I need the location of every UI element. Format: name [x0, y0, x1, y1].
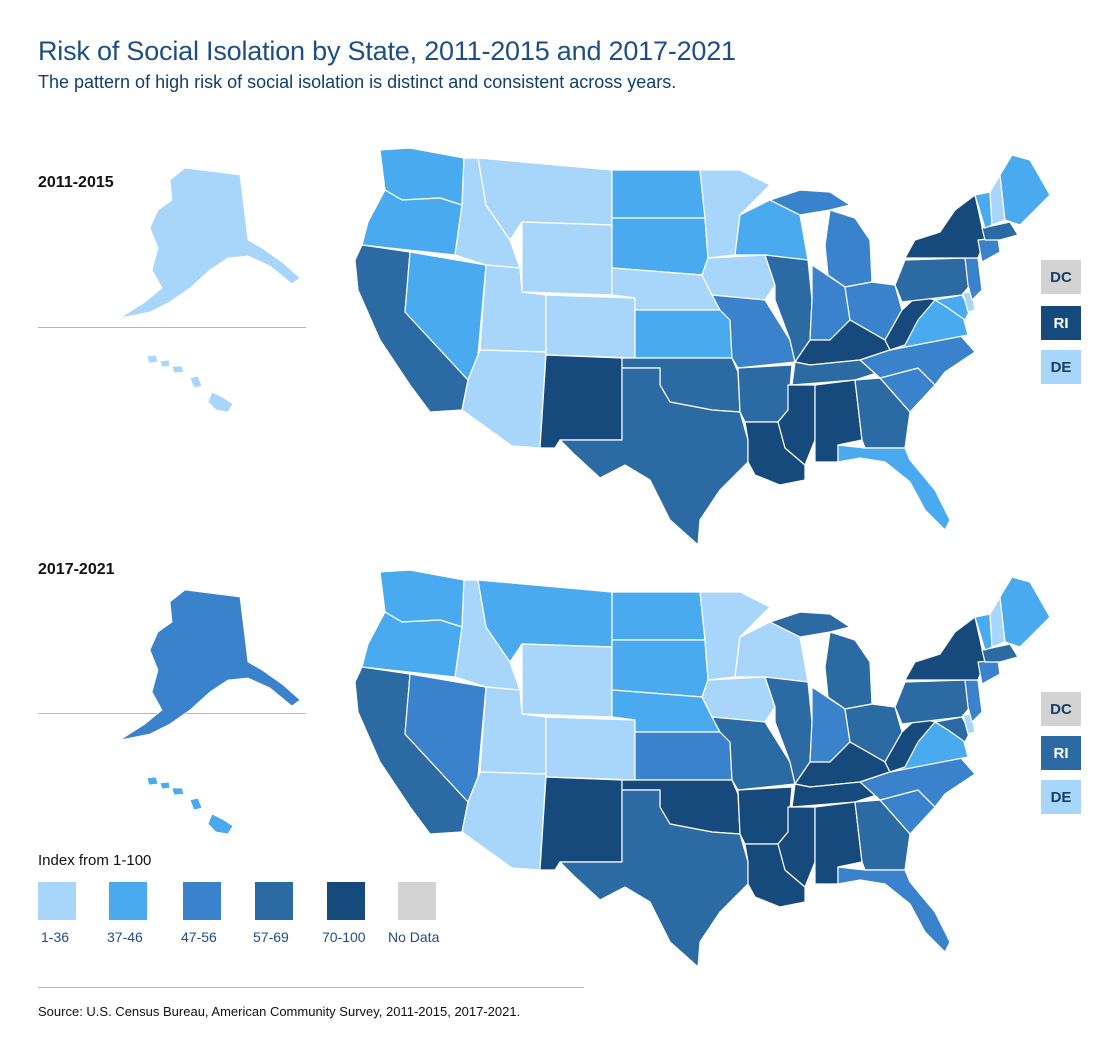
state-ak-2017-2021[interactable] — [119, 589, 301, 741]
panel-label-2011-2015: 2011-2015 — [38, 174, 114, 191]
state-me-2011-2015[interactable] — [999, 154, 1051, 226]
state-ct-2017-2021[interactable] — [977, 659, 1001, 685]
state-ak-2011-2015[interactable] — [119, 167, 301, 319]
page-subtitle: The pattern of high risk of social isola… — [38, 72, 677, 92]
state-ar-2011-2015[interactable] — [737, 364, 793, 423]
state-nd-2011-2015[interactable] — [611, 169, 706, 219]
state-nm-2017-2021[interactable] — [539, 776, 623, 871]
legend-swatch-3 — [183, 882, 221, 920]
state-hi-big-island-2011-2015[interactable] — [207, 391, 234, 413]
page-title: Risk of Social Isolation by State, 2011-… — [38, 36, 736, 66]
state-wy-2017-2021[interactable] — [521, 643, 613, 718]
panel-label-2017-2021: 2017-2021 — [38, 561, 115, 578]
state-fl-2017-2021[interactable] — [837, 866, 951, 953]
state-ny-2011-2015[interactable] — [904, 194, 986, 259]
state-az-2017-2021[interactable] — [461, 771, 547, 871]
state-hi-oahu-2011-2015[interactable] — [159, 359, 171, 368]
small-state-box-ri-2017[interactable]: RI — [1041, 736, 1081, 770]
state-md-2011-2015[interactable] — [934, 294, 971, 321]
state-hi-oahu-2017-2021[interactable] — [159, 781, 171, 790]
state-ia-2017-2021[interactable] — [701, 676, 776, 723]
small-state-box-dc-2017[interactable]: DC — [1041, 692, 1081, 726]
state-wv-2011-2015[interactable] — [884, 294, 936, 351]
state-wy-2011-2015[interactable] — [521, 221, 613, 296]
small-state-box-de-2017[interactable]: DE — [1041, 780, 1081, 814]
inset-divider-top — [38, 327, 306, 328]
legend-label-5: 70-100 — [322, 929, 366, 945]
state-or-2017-2021[interactable] — [361, 611, 463, 678]
state-ny-2017-2021[interactable] — [904, 616, 986, 681]
footer-rule — [38, 987, 584, 988]
legend-title: Index from 1-100 — [38, 852, 152, 869]
state-me-2017-2021[interactable] — [999, 576, 1051, 648]
legend-swatch-4 — [255, 882, 293, 920]
state-hi-maui-2017-2021[interactable] — [189, 797, 203, 811]
state-sd-2017-2021[interactable] — [611, 639, 709, 698]
state-wv-2017-2021[interactable] — [884, 716, 936, 773]
legend-label-4: 57-69 — [253, 929, 289, 945]
state-hi-molokai-2017-2021[interactable] — [171, 787, 185, 796]
legend-label-3: 47-56 — [181, 929, 217, 945]
map-2011-2015 — [119, 147, 1051, 546]
state-mi-2011-2015[interactable] — [824, 209, 873, 288]
state-or-2011-2015[interactable] — [361, 189, 463, 256]
state-ks-2011-2015[interactable] — [634, 309, 733, 359]
legend-label-1: 1-36 — [41, 929, 70, 945]
state-hi-big-island-2017-2021[interactable] — [207, 813, 234, 835]
state-hi-kauai-2017-2021[interactable] — [146, 776, 159, 786]
state-md-2017-2021[interactable] — [934, 716, 971, 743]
state-tx-2017-2021[interactable] — [559, 789, 749, 968]
legend-swatch-nodata — [398, 882, 436, 920]
small-state-box-de-2011[interactable]: DE — [1041, 350, 1081, 384]
small-state-box-ri-2011[interactable]: RI — [1041, 306, 1081, 340]
legend-label-nodata: No Data — [388, 929, 440, 945]
state-ct-2011-2015[interactable] — [977, 237, 1001, 263]
state-mi-upper-2017-2021[interactable] — [769, 611, 851, 638]
state-nd-2017-2021[interactable] — [611, 591, 706, 641]
state-hi-kauai-2011-2015[interactable] — [146, 354, 159, 364]
state-ar-2017-2021[interactable] — [737, 786, 793, 845]
state-ks-2017-2021[interactable] — [634, 731, 733, 781]
state-ma-2011-2015[interactable] — [981, 221, 1019, 241]
legend-swatch-5 — [327, 882, 365, 920]
small-state-box-dc-2011[interactable]: DC — [1041, 260, 1081, 294]
state-mi-upper-2011-2015[interactable] — [769, 189, 851, 216]
state-sd-2011-2015[interactable] — [611, 217, 709, 276]
source-note: Source: U.S. Census Bureau, American Com… — [38, 1004, 521, 1019]
state-tx-2011-2015[interactable] — [559, 367, 749, 546]
state-mi-2017-2021[interactable] — [824, 631, 873, 710]
state-ia-2011-2015[interactable] — [701, 254, 776, 301]
state-co-2017-2021[interactable] — [545, 716, 636, 781]
state-nm-2011-2015[interactable] — [539, 354, 623, 449]
legend-swatch-2 — [109, 882, 147, 920]
state-hi-maui-2011-2015[interactable] — [189, 375, 203, 389]
legend-label-2: 37-46 — [107, 929, 143, 945]
state-co-2011-2015[interactable] — [545, 294, 636, 359]
legend-swatch-1 — [38, 882, 76, 920]
state-ma-2017-2021[interactable] — [981, 643, 1019, 663]
state-az-2011-2015[interactable] — [461, 349, 547, 449]
state-hi-molokai-2011-2015[interactable] — [171, 365, 185, 374]
state-fl-2011-2015[interactable] — [837, 444, 951, 531]
map-2017-2021 — [119, 569, 1051, 968]
